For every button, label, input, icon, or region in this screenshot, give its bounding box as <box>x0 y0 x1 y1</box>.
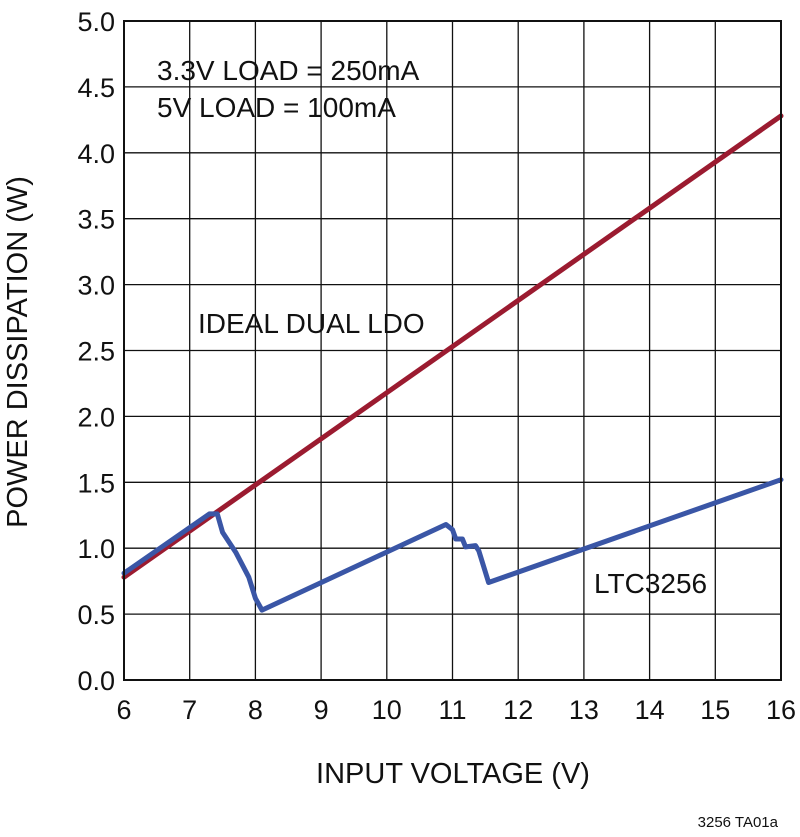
y-tick-label: 0.0 <box>77 666 115 696</box>
x-tick-label: 11 <box>438 695 466 725</box>
x-tick-label: 7 <box>182 695 197 725</box>
x-tick-label: 9 <box>314 695 329 725</box>
y-tick-label: 4.5 <box>77 73 115 103</box>
x-tick-label: 6 <box>116 695 131 725</box>
series-line-ltc3256 <box>121 477 784 613</box>
x-tick-label: 13 <box>569 695 599 725</box>
annotation-load-line1: 3.3V LOAD = 250mA <box>157 55 420 86</box>
y-tick-label: 1.5 <box>77 468 115 498</box>
x-tick-label: 14 <box>635 695 665 725</box>
x-tick-label: 15 <box>700 695 730 725</box>
y-tick-label: 2.0 <box>77 402 115 432</box>
y-tick-label: 2.5 <box>77 337 115 367</box>
y-axis-title: POWER DISSIPATION (W) <box>2 176 34 528</box>
y-tick-label: 3.5 <box>77 205 115 235</box>
series-label-ideal-dual-ldo: IDEAL DUAL LDO <box>198 308 425 339</box>
x-tick-label: 12 <box>503 695 533 725</box>
y-tick-label: 5.0 <box>77 7 115 37</box>
x-tick-label: 10 <box>372 695 402 725</box>
series-layer <box>121 113 784 613</box>
plot-frame <box>123 20 782 681</box>
series-label-ltc3256: LTC3256 <box>594 568 707 599</box>
series-line-ideal-dual-ldo <box>121 113 784 580</box>
x-tick-label: 16 <box>766 695 796 725</box>
figure-footnote: 3256 TA01a <box>698 814 779 831</box>
y-tick-labels: 0.0 0.5 1.0 1.5 2.0 2.5 3.0 3.5 4.0 4.5 5.0 <box>77 7 115 696</box>
y-tick-label: 3.0 <box>77 271 115 301</box>
y-tick-label: 0.5 <box>77 600 115 630</box>
y-tick-label: 1.0 <box>77 534 115 564</box>
x-axis-title: INPUT VOLTAGE (V) <box>316 758 590 790</box>
y-tick-label: 4.0 <box>77 139 115 169</box>
x-tick-label: 8 <box>248 695 263 725</box>
x-tick-labels: 6 7 8 9 10 11 12 13 14 15 16 <box>116 695 796 725</box>
annotation-load-line2: 5V LOAD = 100mA <box>157 92 396 123</box>
